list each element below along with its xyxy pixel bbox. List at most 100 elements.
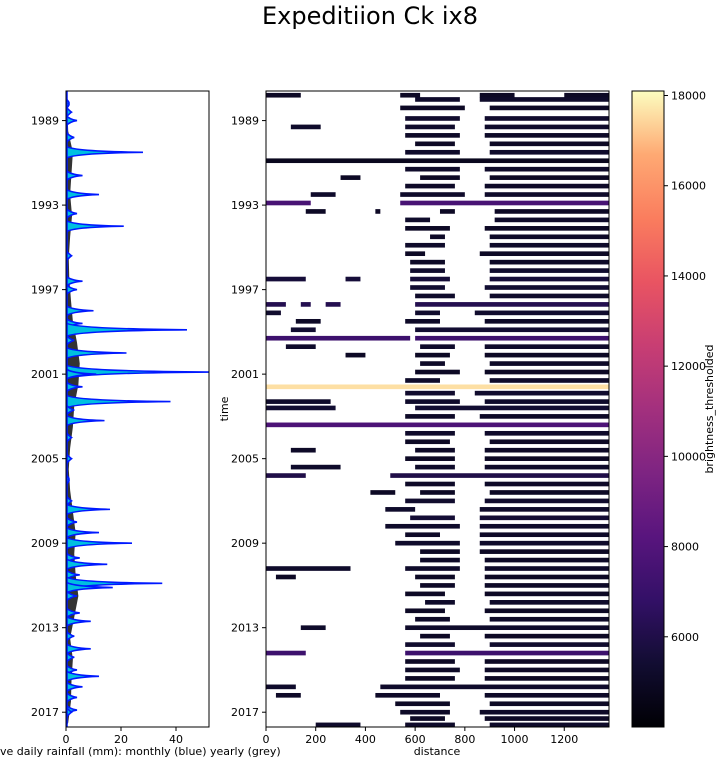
heatmap-cell [484, 192, 609, 197]
monthly-rainfall-spike [66, 144, 144, 161]
heatmap-cell [405, 116, 460, 121]
monthly-rainfall-spike [66, 680, 83, 694]
y-tick-label: 1989 [31, 115, 59, 128]
heatmap-cell [484, 116, 609, 121]
monthly-rainfall-spike [66, 345, 127, 361]
colorbar-ticks: 6000 8000 10000 12000 14000 16000 18000 [664, 90, 706, 644]
heatmap-cell [385, 507, 416, 512]
heatmap-cell [405, 481, 455, 487]
heatmap-cell [489, 234, 609, 240]
heatmap-cell [479, 97, 609, 102]
heatmap-cell [410, 515, 455, 521]
heatmap-cell [489, 105, 609, 111]
monthly-rainfall-spike [66, 413, 105, 428]
x-tick-label: 1200 [550, 733, 578, 746]
heatmap-cell [380, 684, 609, 690]
heatmap-cell [484, 566, 609, 571]
x-tick-label: 20 [114, 733, 128, 746]
heatmap-cell [484, 369, 609, 375]
y-tick-label: 1997 [231, 284, 259, 297]
heatmap-cell [420, 557, 460, 563]
colorbar-tick-label: 6000 [671, 631, 699, 644]
heatmap-cell [405, 124, 455, 130]
heatmap-cell [425, 600, 455, 605]
heatmap-cell [420, 490, 455, 495]
heatmap-cell [489, 439, 609, 445]
x-tick-label: 0 [263, 733, 270, 746]
heatmap-cell [479, 251, 609, 257]
x-tick-label: 0 [63, 733, 70, 746]
y-tick-label: 2009 [31, 537, 59, 550]
heatmap-cell [300, 625, 326, 631]
heatmap-cell [405, 722, 455, 727]
heatmap-cell [266, 650, 306, 656]
heatmap-cell [266, 92, 301, 98]
x-tick-label: 40 [169, 733, 183, 746]
heatmap-cell [266, 473, 306, 478]
y-tick-label: 2001 [31, 368, 59, 381]
heatmap-cell [375, 209, 381, 214]
heatmap-cell [474, 390, 609, 396]
heatmap-cell [484, 183, 609, 189]
heatmap-cell [290, 464, 341, 470]
heatmap-cell [484, 633, 609, 639]
heatmap-cell [415, 293, 455, 299]
heatmap-cell [400, 709, 450, 715]
heatmap-cell [390, 473, 609, 478]
heatmap-cell [290, 327, 316, 333]
heatmap-cell [430, 234, 445, 240]
heatmap-cell [479, 515, 609, 521]
heatmap-cell [489, 276, 609, 282]
colorbar-gradient [631, 90, 665, 728]
monthly-rainfall-spike [66, 525, 100, 540]
heatmap-cell [479, 414, 609, 419]
colorbar-tick-label: 10000 [671, 450, 706, 463]
heatmap-cells [266, 92, 609, 727]
monthly-rainfall-spike [66, 535, 133, 551]
heatmap-cell [484, 574, 609, 580]
heatmap-cell [415, 310, 440, 316]
heatmap-cell [410, 276, 450, 282]
heatmap-x-ticks: 0 200 400 600 800 1000 1200 [263, 727, 578, 746]
heatmap-cell [489, 268, 609, 273]
heatmap-cell [420, 361, 445, 366]
heatmap-cell [484, 676, 609, 681]
heatmap-cell [489, 259, 609, 265]
heatmap-cell [484, 692, 609, 698]
heatmap-cell [484, 608, 609, 614]
y-tick-label: 2001 [231, 368, 259, 381]
heatmap-cell [479, 532, 609, 538]
heatmap-cell [494, 217, 609, 223]
colorbar-tick-label: 18000 [671, 90, 706, 103]
heatmap-cell [415, 616, 450, 622]
y-tick-label: 1993 [31, 199, 59, 212]
heatmap-cell [405, 591, 445, 597]
monthly-rainfall-spike [66, 274, 83, 288]
heatmap-cell [266, 422, 609, 428]
heatmap-cell [405, 659, 455, 664]
heatmap-cell [489, 701, 609, 707]
heatmap-cell [420, 175, 460, 180]
heatmap-cell [295, 318, 321, 324]
heatmap-cell [489, 490, 609, 495]
heatmap-cell [489, 293, 609, 299]
monthly-rainfall-spike [66, 187, 100, 202]
heatmap-cell [405, 378, 440, 383]
heatmap-cell [395, 701, 450, 707]
heatmap-cell [266, 276, 306, 282]
heatmap-cell [310, 192, 336, 197]
heatmap-cell [479, 507, 609, 512]
colorbar-tick-label: 8000 [671, 541, 699, 554]
heatmap-cell [484, 464, 609, 470]
heatmap-cell [400, 105, 465, 111]
heatmap-cell [420, 583, 455, 588]
monthly-rainfall-spike [66, 169, 83, 182]
heatmap-cell [266, 158, 609, 164]
y-tick-label: 2013 [31, 622, 59, 635]
colorbar-tick-label: 14000 [671, 270, 706, 283]
y-tick-label: 1989 [231, 115, 259, 128]
heatmap-cell [489, 361, 609, 366]
heatmap-cell [415, 405, 609, 411]
heatmap-cell [405, 566, 460, 571]
